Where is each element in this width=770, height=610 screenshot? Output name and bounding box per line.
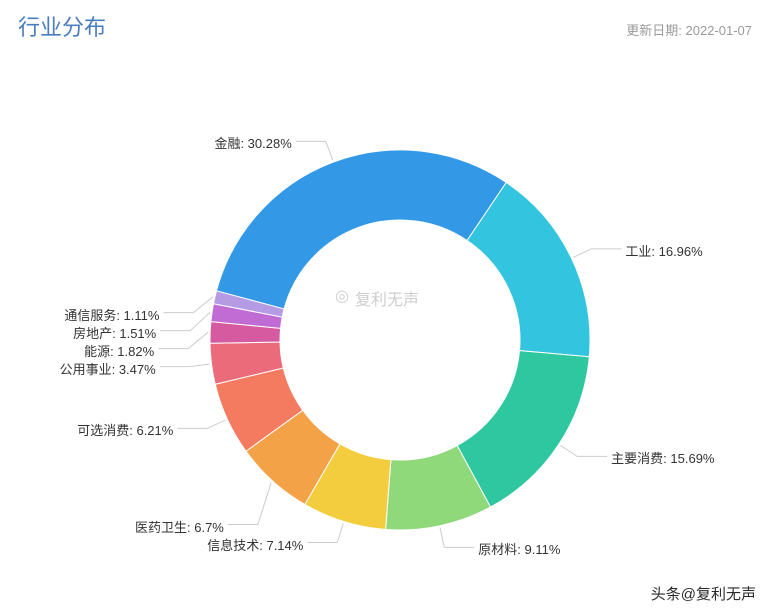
chart-title: 行业分布 xyxy=(18,10,106,42)
leader-6 xyxy=(177,420,225,428)
slice-label-1: 工业: 16.96% xyxy=(625,241,702,260)
slice-0[interactable] xyxy=(216,150,506,309)
footer-attribution: 头条@复利无声 xyxy=(651,583,756,604)
slice-label-8: 能源: 1.82% xyxy=(84,341,154,360)
slice-label-10: 通信服务: 1.11% xyxy=(64,305,159,324)
slice-label-9: 房地产: 1.51% xyxy=(73,323,156,342)
slice-label-4: 信息技术: 7.14% xyxy=(207,535,303,554)
leader-8 xyxy=(158,332,208,348)
chart-header: 行业分布 更新日期: 2022-01-07 xyxy=(0,0,770,42)
leader-7 xyxy=(160,364,210,367)
leader-1 xyxy=(573,249,621,258)
slice-label-6: 可选消费: 6.21% xyxy=(77,420,173,439)
leader-9 xyxy=(160,312,210,330)
leader-4 xyxy=(307,523,343,542)
slice-label-2: 主要消费: 15.69% xyxy=(611,448,714,467)
donut-chart: 金融: 30.28% 工业: 16.96% 主要消费: 15.69% 原材料: 9.1… xyxy=(0,40,770,610)
slice-label-7: 公用事业: 3.47% xyxy=(60,359,156,378)
leader-2 xyxy=(560,445,607,456)
leader-10 xyxy=(163,297,212,313)
update-value: 2022-01-07 xyxy=(686,23,753,38)
slice-label-5: 医药卫生: 6.7% xyxy=(135,517,224,536)
leader-5 xyxy=(228,482,271,524)
update-label: 更新日期: xyxy=(626,23,682,38)
update-date: 更新日期: 2022-01-07 xyxy=(626,20,752,39)
slice-label-0: 金融: 30.28% xyxy=(214,133,291,152)
leader-0 xyxy=(296,141,333,160)
slice-label-3: 原材料: 9.11% xyxy=(478,539,560,558)
leader-3 xyxy=(440,528,474,548)
